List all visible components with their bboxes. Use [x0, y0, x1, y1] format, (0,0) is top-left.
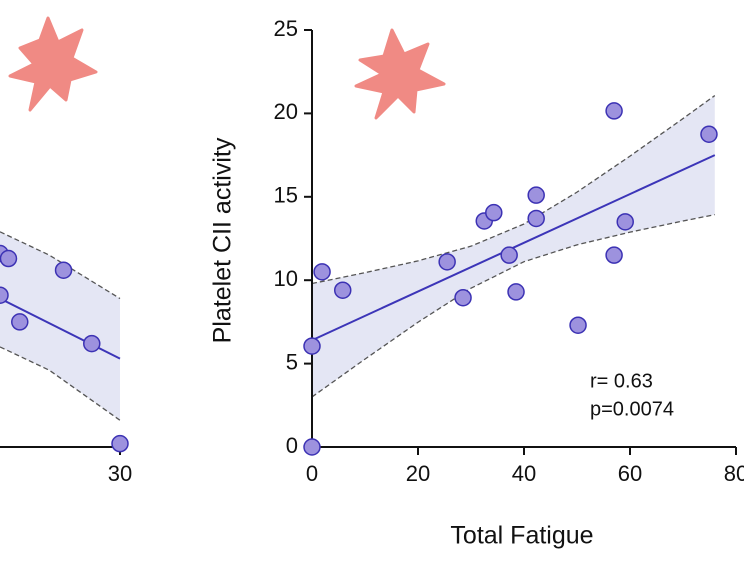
data-point — [0, 249, 18, 268]
data-point — [0, 286, 9, 304]
confidence-band — [312, 95, 715, 397]
y-axis-title: Platelet CII activity — [209, 137, 237, 343]
x-tick-label: 20 — [406, 461, 430, 486]
data-point — [605, 102, 623, 120]
data-point — [303, 337, 321, 355]
platelet-icon — [354, 28, 446, 120]
data-point — [485, 203, 503, 222]
x-tick-label: 40 — [512, 461, 536, 486]
data-point — [700, 125, 718, 143]
annotation: r= 0.63 — [590, 370, 653, 392]
band-upper — [311, 95, 716, 285]
plot: 0 20 40 60 80 0 5 10 15 20 25 Total Fatigue Platelet… — [209, 16, 744, 550]
data-point — [605, 246, 623, 264]
x-tick-label: 60 — [618, 461, 642, 486]
data-point — [313, 263, 331, 281]
x-tick-label: 80 — [724, 461, 744, 486]
band-lower — [0, 346, 121, 421]
data-point — [569, 316, 587, 334]
data-point — [527, 209, 545, 228]
data-point — [11, 313, 29, 331]
y-tick-label: 15 — [274, 183, 298, 208]
data-point — [83, 334, 101, 353]
data-point — [500, 246, 518, 264]
data-point — [507, 283, 525, 301]
x-tick-label: 30 — [108, 461, 132, 486]
x-tick-label: 0 — [306, 461, 318, 486]
data-point — [111, 434, 129, 453]
y-tick-label: 10 — [274, 266, 298, 291]
data-point — [333, 281, 352, 299]
confidence-band — [0, 231, 120, 421]
y-tick-label: 5 — [286, 349, 298, 374]
y-tick-label: 20 — [274, 99, 298, 124]
band-upper — [0, 231, 121, 300]
y-tick-label: 25 — [274, 16, 298, 41]
data-point — [54, 261, 73, 279]
data-point — [454, 288, 472, 307]
platelet-icon — [8, 16, 98, 112]
y-tick-label: 0 — [286, 433, 298, 458]
data-point — [527, 186, 545, 204]
band-lower — [311, 214, 715, 398]
annotation: p=0.0074 — [590, 398, 674, 420]
fit-line — [0, 297, 121, 360]
plot: 30 — [0, 231, 132, 486]
data-point — [438, 253, 456, 271]
x-axis-title: Total Fatigue — [450, 522, 593, 550]
data-point — [303, 438, 321, 456]
data-point — [616, 213, 634, 231]
